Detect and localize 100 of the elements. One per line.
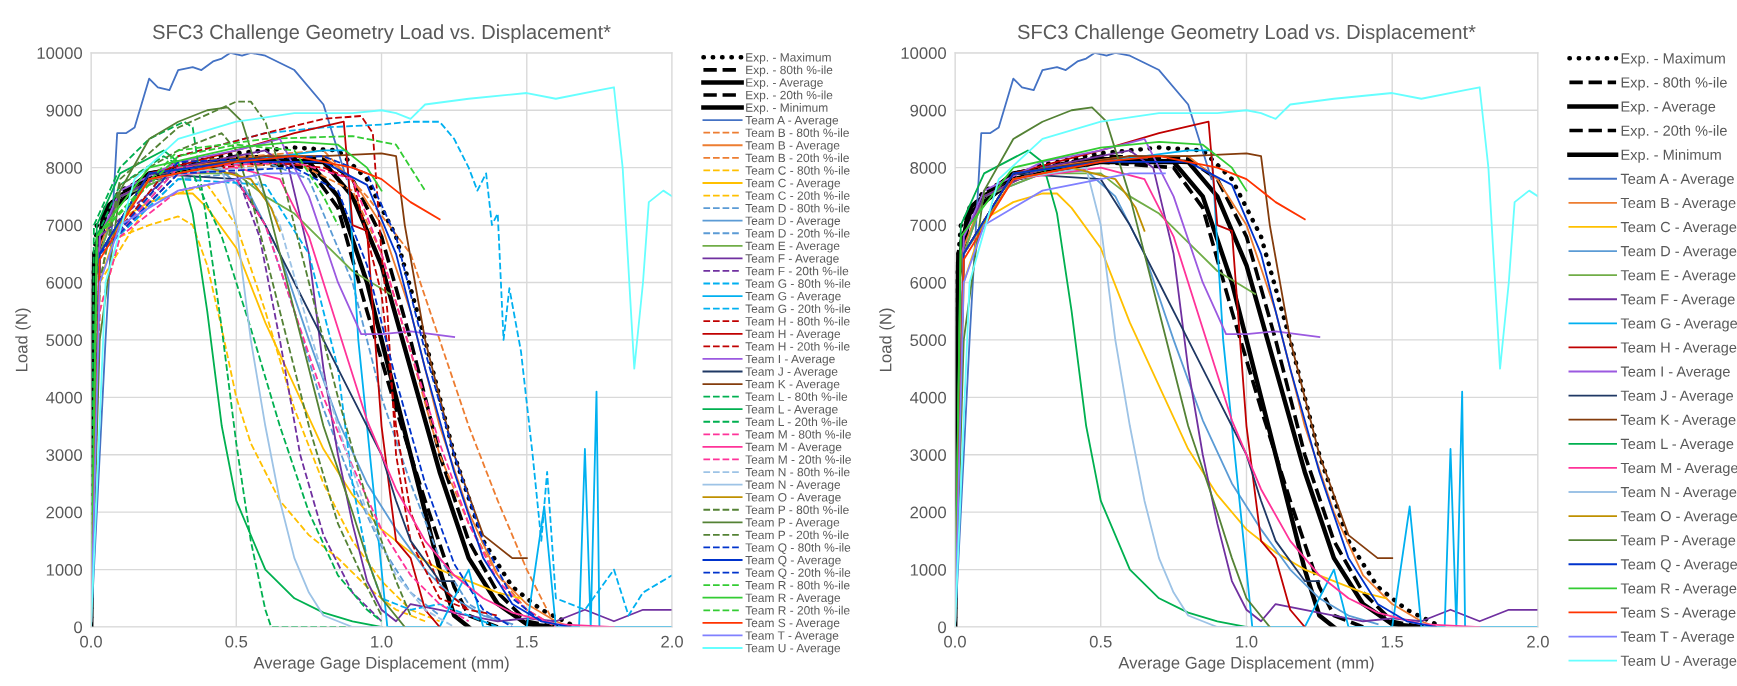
legend-label: Team P - 20th %-ile (745, 530, 849, 540)
legend-label: Team A - Average (1620, 173, 1734, 187)
legend-label: Team E - Average (1620, 270, 1736, 284)
legend-label: Exp. - 20th %-ile (1621, 125, 1727, 139)
legend-label: Team M - 20th %-ile (745, 454, 851, 464)
legend-label: Team M - Average (745, 442, 842, 454)
y-tick-label: 10000 (901, 47, 947, 60)
y-tick-label: 2000 (910, 506, 947, 519)
x-tick-label: 1.5 (1381, 635, 1404, 648)
legend-label: Team C - Average (745, 178, 841, 190)
legend-label: Exp. - Maximum (1621, 52, 1725, 67)
x-tick-label: 1.0 (371, 635, 393, 648)
legend-label: Team K - Average (1620, 414, 1736, 428)
legend-label: Team R - 80th %-ile (745, 580, 850, 590)
y-axis-title: Load (N) (879, 308, 895, 371)
legend-label: Team C - Average (1620, 221, 1737, 236)
legend-label: Team Q - 20th %-ile (745, 568, 851, 580)
y-tick-label: 3000 (910, 449, 947, 461)
y-tick-label: 4000 (46, 391, 83, 404)
y-tick-label: 1000 (910, 563, 947, 576)
legend-label: Team N - 80th %-ile (745, 467, 850, 477)
x-tick-label: 0.0 (80, 635, 102, 648)
legend-label: Exp. - Maximum (746, 52, 831, 64)
legend-label: Team T - Average (1620, 631, 1735, 645)
y-tick-label: 3000 (46, 449, 83, 461)
legend-label: Team I - Average (745, 354, 835, 366)
legend-label: Team G - Average (1620, 318, 1737, 332)
y-axis-title: Load (N) (15, 308, 31, 371)
legend-label: Team Q - Average (745, 555, 841, 567)
y-tick-label: 10000 (37, 47, 83, 60)
y-tick-label: 7000 (910, 219, 947, 232)
legend-label: Team B - 20th %-ile (745, 153, 849, 163)
legend-label: Team U - Average (745, 643, 841, 655)
legend-label: Team R - Average (745, 593, 841, 605)
legend-label: Team K - Average (745, 380, 840, 391)
legend-label: Team H - Average (745, 329, 841, 341)
legend-label: Team G - 80th %-ile (745, 279, 851, 288)
x-tick-label: 0.5 (225, 635, 248, 648)
x-tick-label: 1.0 (1236, 635, 1258, 648)
x-tick-label: 0.5 (1089, 635, 1112, 648)
legend-label: Team D - 20th %-ile (745, 228, 850, 238)
y-tick-label: 7000 (46, 219, 83, 232)
legend-label: Team N - Average (1620, 487, 1737, 501)
y-tick-label: 6000 (46, 276, 83, 289)
legend-label: Team R - Average (1620, 583, 1737, 597)
y-tick-label: 5000 (910, 334, 947, 347)
legend-label: Exp. - Average (1621, 101, 1716, 115)
legend-label: Team A - Average (745, 116, 839, 127)
legend-label: Team E - Average (745, 241, 840, 253)
chart-title: SFC3 Challenge Geometry Load vs. Displacement* (1017, 24, 1476, 44)
y-tick-label: 8000 (910, 162, 947, 174)
legend-label: Team S - Average (1620, 607, 1736, 621)
y-tick-label: 9000 (46, 104, 83, 117)
legend-label: Team J - Average (745, 367, 838, 379)
legend-label: Team L - Average (1620, 438, 1734, 452)
legend-label: Team P - Average (1620, 535, 1736, 549)
legend-label: Team G - 20th %-ile (745, 304, 851, 313)
x-tick-label: 2.0 (1527, 635, 1549, 648)
legend-label: Team S - Average (745, 618, 840, 630)
legend-label: Team B - 80th %-ile (745, 128, 849, 137)
legend-label: Exp. - 80th %-ile (1621, 76, 1727, 91)
legend-label: Team T - Average (745, 631, 839, 643)
legend-label: Team D - 80th %-ile (745, 203, 850, 213)
y-tick-label: 8000 (46, 162, 83, 174)
legend-label: Team F - 20th %-ile (745, 266, 849, 276)
legend-label: Team B - Average (1620, 197, 1736, 211)
legend-label: Team L - Average (745, 405, 838, 416)
legend-label: Team H - 20th %-ile (745, 341, 850, 351)
legend-label: Team L - 80th %-ile (745, 392, 848, 401)
y-tick-label: 9000 (910, 104, 947, 117)
legend-label: Team C - 20th %-ile (745, 191, 850, 200)
legend-label: Team D - Average (1620, 246, 1737, 260)
legend-label: Team Q - Average (1620, 559, 1737, 573)
legend-label: Team J - Average (1620, 390, 1734, 404)
x-axis-title: Average Gage Displacement (mm) (1118, 656, 1374, 672)
legend-label: Team D - Average (745, 216, 841, 228)
legend-label: Team B - Average (745, 141, 840, 152)
legend-label: Team R - 20th %-ile (745, 605, 850, 615)
legend-label: Exp. - Average (746, 78, 823, 90)
legend-label: Team M - 80th %-ile (745, 429, 851, 439)
legend-label: Team L - 20th %-ile (745, 417, 848, 427)
legend-label: Exp. - Minimum (746, 103, 828, 115)
y-tick-label: 0 (74, 621, 83, 634)
legend-label: Team Q - 80th %-ile (745, 542, 851, 554)
x-tick-label: 0.0 (944, 635, 966, 648)
legend-label: Team P - 80th %-ile (745, 505, 849, 515)
legend-label: Team I - Average (1620, 366, 1730, 380)
legend-label: Team F - Average (1620, 294, 1735, 308)
legend-label: Team G - Average (745, 291, 841, 303)
legend-label: Team O - Average (1620, 511, 1737, 525)
y-tick-label: 0 (938, 621, 947, 634)
legend-label: Team P - Average (745, 518, 840, 529)
legend-label: Team O - Average (745, 493, 841, 504)
x-tick-label: 2.0 (661, 635, 683, 648)
legend-label: Team U - Average (1620, 655, 1737, 669)
y-tick-label: 2000 (46, 506, 83, 519)
y-tick-label: 4000 (909, 391, 947, 404)
y-tick-label: 5000 (46, 334, 83, 347)
legend-label: Team C - 80th %-ile (745, 165, 850, 175)
legend-label: Team F - Average (745, 254, 839, 266)
